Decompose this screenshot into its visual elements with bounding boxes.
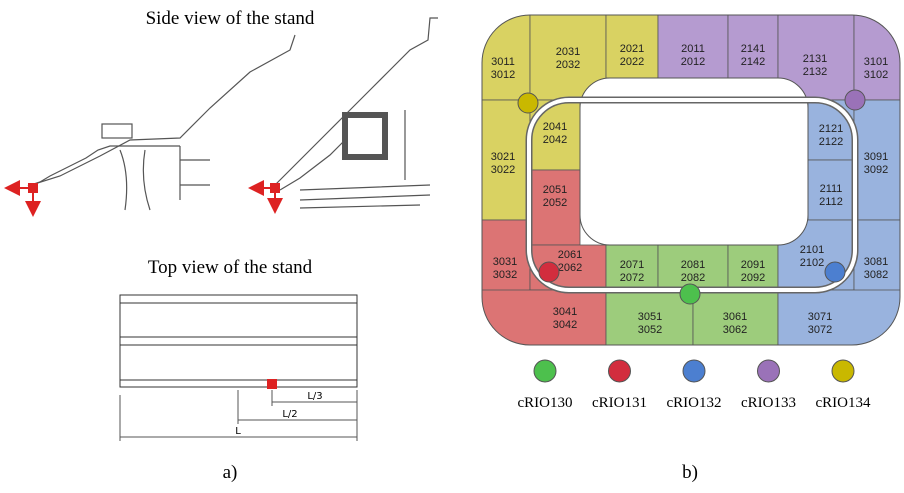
caption: a) [223, 462, 238, 483]
legend-label: cRIO134 [816, 395, 871, 411]
sector-label: 2091 [741, 259, 765, 271]
sector-label: 2092 [741, 272, 765, 284]
sector-label: 2021 [620, 43, 644, 55]
figure: Side view of the stand Top view of the s… [0, 0, 904, 493]
sector-label: 2112 [819, 196, 843, 208]
sector-label: 3031 [493, 256, 517, 268]
legend-marker [758, 360, 780, 382]
sector-label: 2052 [543, 197, 567, 209]
sector-label: 3071 [808, 311, 832, 323]
sector-label: 2072 [620, 272, 644, 284]
sector-label: 2111 [820, 183, 843, 195]
sector-label: 2031 [556, 46, 580, 58]
sector-label: 2042 [543, 134, 567, 146]
legend-label: cRIO130 [518, 395, 573, 411]
legend-label: cRIO133 [741, 395, 796, 411]
sector-label: 3101 [864, 56, 888, 68]
sector-label: 2011 [681, 43, 705, 55]
sector-label: 2082 [681, 272, 705, 284]
legend-marker [609, 360, 631, 382]
legend-marker [832, 360, 854, 382]
node [539, 262, 559, 282]
node [825, 262, 845, 282]
sector-label: 2102 [800, 257, 824, 269]
legend-marker [683, 360, 705, 382]
node [680, 284, 700, 304]
sector-label: 2022 [620, 56, 644, 68]
dim-label: L/2 [282, 409, 297, 420]
sector-label: 2061 [558, 249, 582, 261]
sector-label: 3081 [864, 256, 888, 268]
legend-label: cRIO131 [592, 395, 647, 411]
node [845, 90, 865, 110]
sector-label: 2081 [681, 259, 705, 271]
sector-label: 3061 [723, 311, 747, 323]
sector-label: 3092 [864, 164, 888, 176]
sector [778, 290, 900, 345]
sector-label: 3091 [864, 151, 888, 163]
caption: b) [682, 462, 698, 483]
side-title: Side view of the stand [146, 8, 315, 29]
dim-label: L [235, 426, 241, 437]
sector-label: 3042 [553, 319, 577, 331]
sector-label: 2032 [556, 59, 580, 71]
dim-label: L/3 [307, 391, 322, 402]
sector-label: 2051 [543, 184, 567, 196]
sector-label: 2071 [620, 259, 644, 271]
sector-label: 3012 [491, 69, 515, 81]
sector-label: 3072 [808, 324, 832, 336]
sector-label: 3052 [638, 324, 662, 336]
sector-label: 3032 [493, 269, 517, 281]
sector-label: 3102 [864, 69, 888, 81]
sector-label: 3051 [638, 311, 662, 323]
sector-label: 2101 [800, 244, 824, 256]
top-title: Top view of the stand [148, 257, 313, 278]
sector-label: 3022 [491, 164, 515, 176]
legend-marker [534, 360, 556, 382]
sector-label: 3041 [553, 306, 577, 318]
sector-label: 3082 [864, 269, 888, 281]
sector-label: 3021 [491, 151, 515, 163]
sector-label: 2121 [819, 123, 843, 135]
sector-label: 2012 [681, 56, 705, 68]
sector-label: 2041 [543, 121, 567, 133]
sector-label: 3062 [723, 324, 747, 336]
sector-label: 3011 [491, 56, 515, 68]
top-sketch [120, 295, 357, 441]
sector [482, 290, 606, 345]
sector-label: 2142 [741, 56, 765, 68]
sector-label: 2122 [819, 136, 843, 148]
side-sketch-right [250, 18, 438, 212]
sector-label: 2132 [803, 66, 827, 78]
node [518, 93, 538, 113]
sector-label: 2131 [803, 53, 827, 65]
legend-label: cRIO132 [667, 395, 722, 411]
sector-label: 2141 [741, 43, 765, 55]
sector-label: 2062 [558, 262, 582, 274]
